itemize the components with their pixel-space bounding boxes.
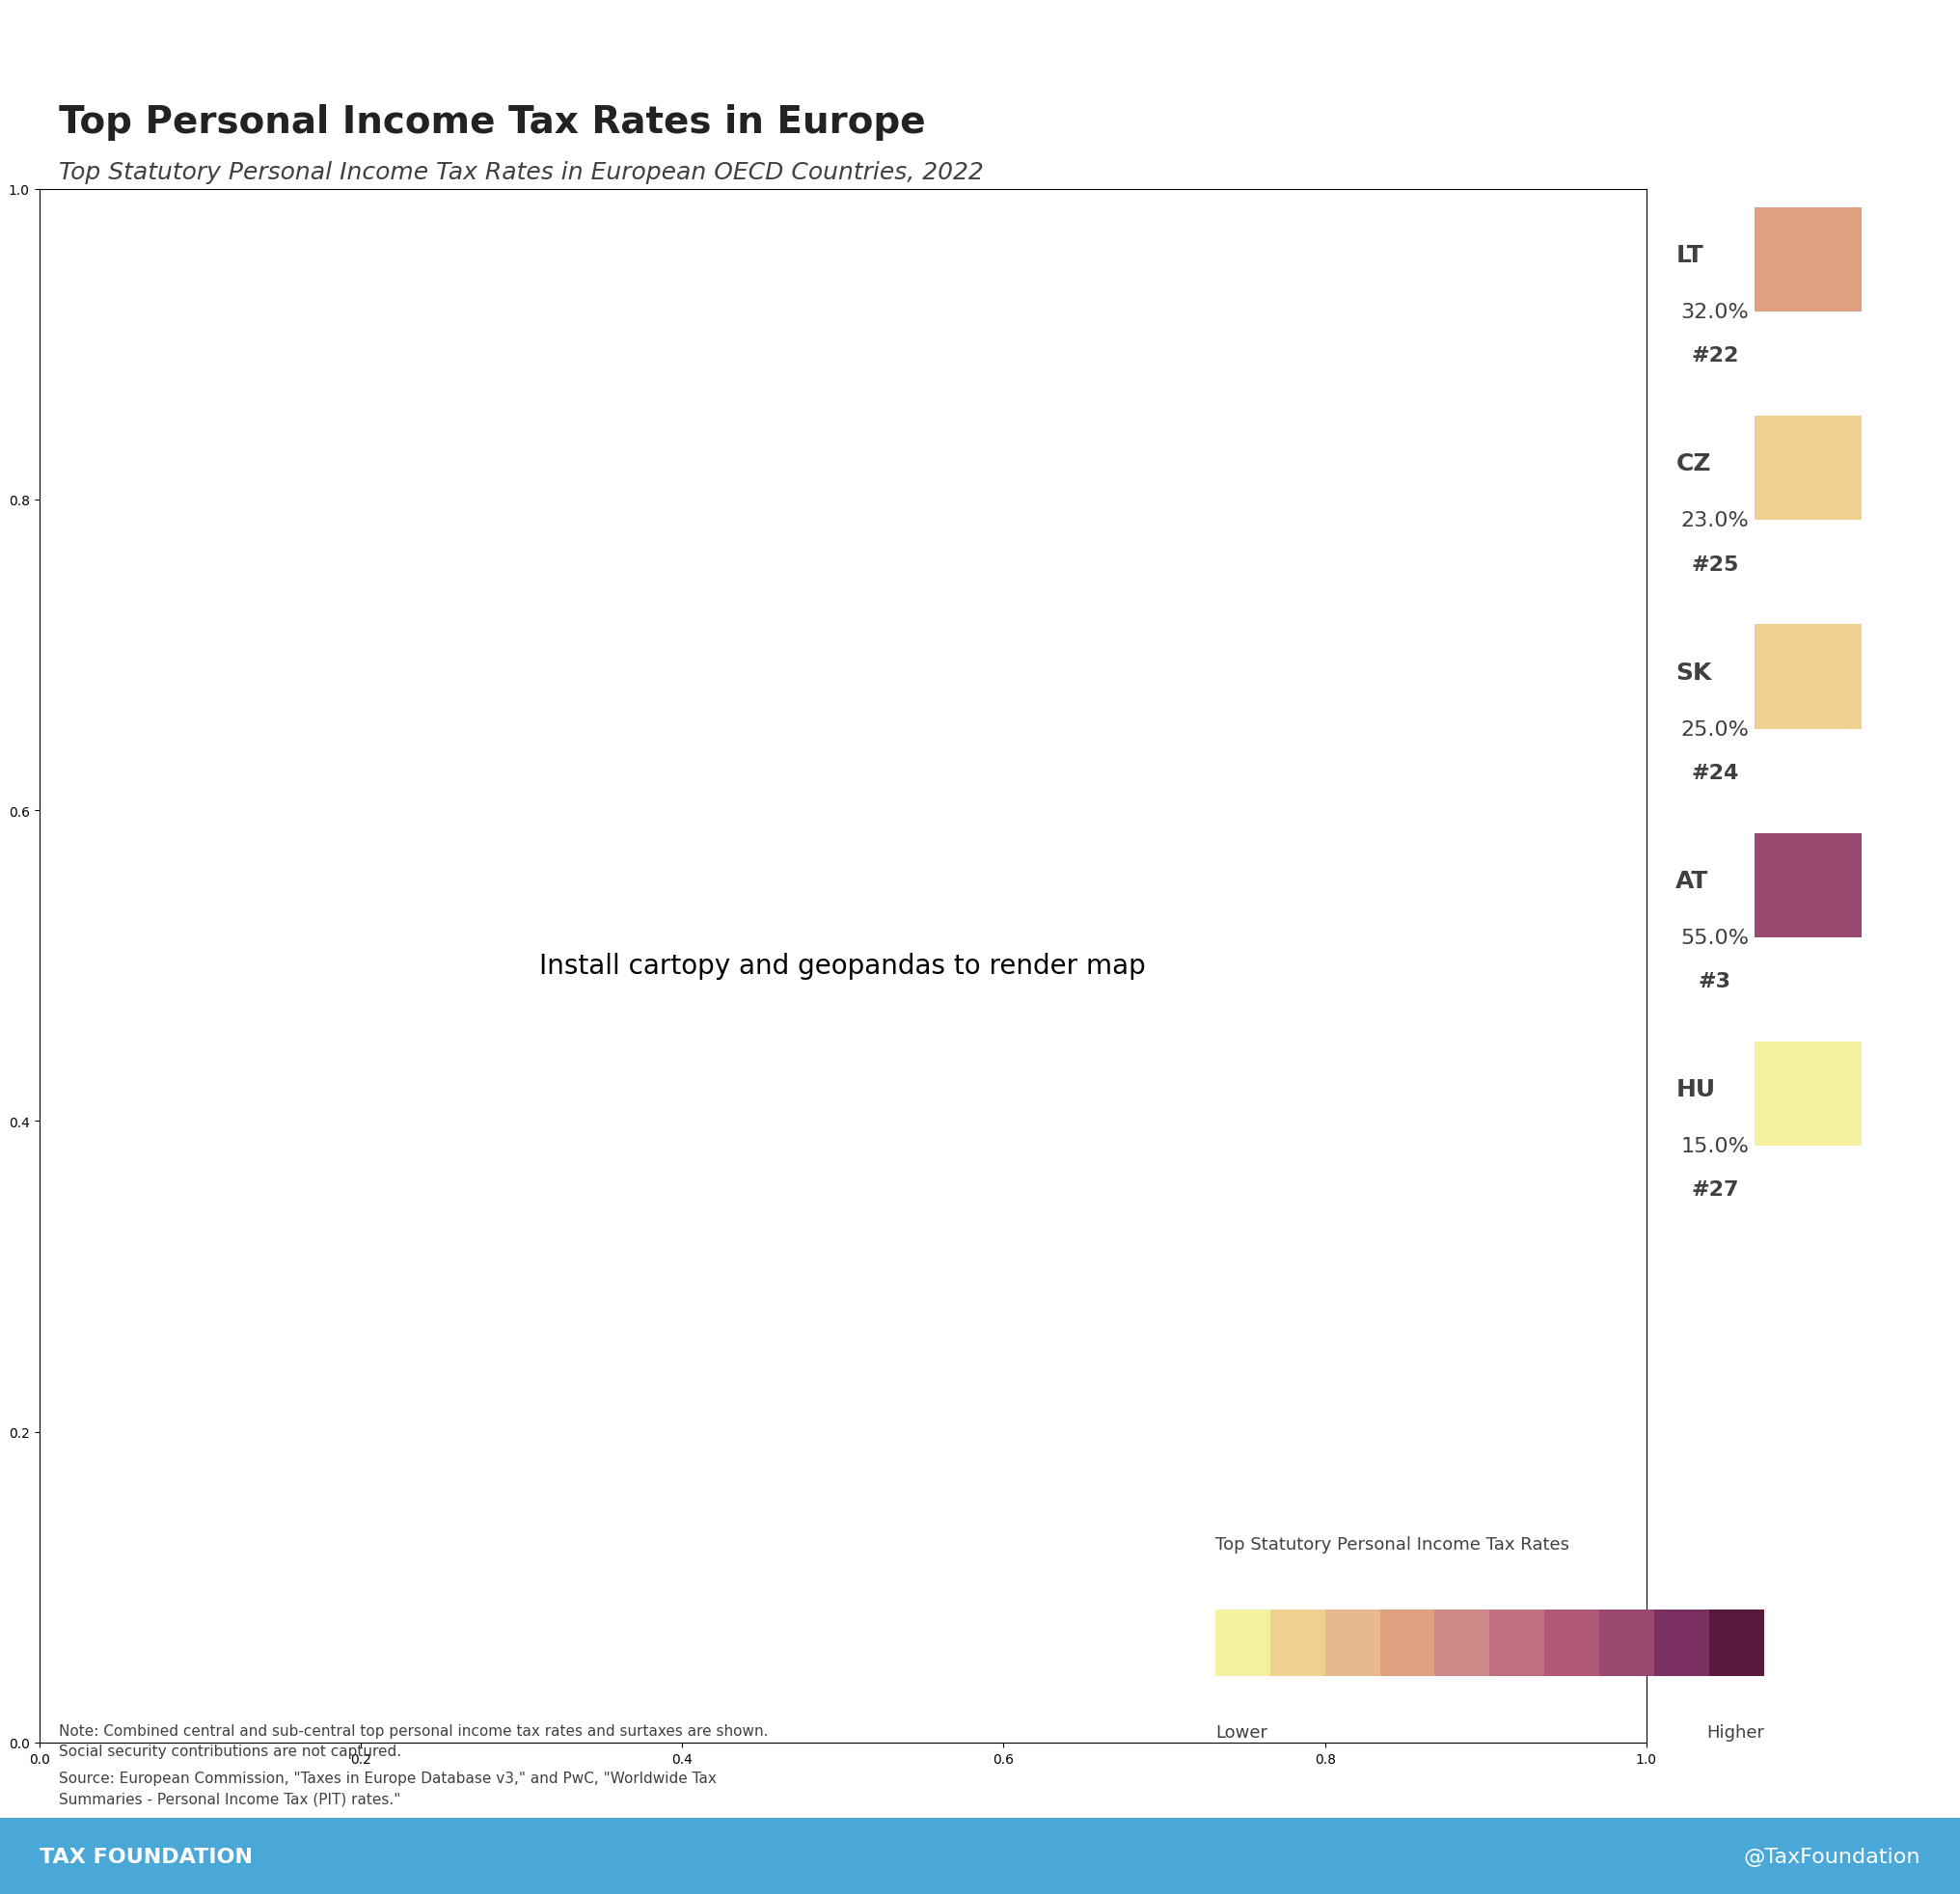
Text: #27: #27: [1691, 1180, 1739, 1199]
Text: Lower: Lower: [1215, 1724, 1268, 1741]
Text: 25.0%: 25.0%: [1682, 720, 1748, 739]
Text: 15.0%: 15.0%: [1682, 1136, 1748, 1155]
Text: Install cartopy and geopandas to render map: Install cartopy and geopandas to render …: [539, 953, 1147, 979]
Text: #22: #22: [1691, 347, 1739, 366]
Text: @TaxFoundation: @TaxFoundation: [1744, 1847, 1921, 1866]
Text: 23.0%: 23.0%: [1682, 511, 1748, 530]
Text: Note: Combined central and sub-central top personal income tax rates and surtaxe: Note: Combined central and sub-central t…: [59, 1724, 768, 1758]
Text: Higher: Higher: [1705, 1724, 1764, 1741]
Text: CZ: CZ: [1676, 453, 1711, 475]
Text: SK: SK: [1676, 661, 1711, 684]
Text: Source: European Commission, "Taxes in Europe Database v3," and PwC, "Worldwide : Source: European Commission, "Taxes in E…: [59, 1771, 717, 1805]
Text: TAX FOUNDATION: TAX FOUNDATION: [39, 1847, 253, 1866]
Text: Top Statutory Personal Income Tax Rates in European OECD Countries, 2022: Top Statutory Personal Income Tax Rates …: [59, 161, 984, 184]
Text: Top Personal Income Tax Rates in Europe: Top Personal Income Tax Rates in Europe: [59, 104, 925, 140]
Text: Top Statutory Personal Income Tax Rates: Top Statutory Personal Income Tax Rates: [1215, 1536, 1570, 1553]
Text: 32.0%: 32.0%: [1682, 303, 1748, 322]
Text: AT: AT: [1676, 869, 1709, 892]
Text: #25: #25: [1691, 555, 1739, 574]
Text: HU: HU: [1676, 1078, 1715, 1100]
Text: 55.0%: 55.0%: [1682, 928, 1748, 947]
Text: #24: #24: [1691, 763, 1739, 782]
Text: LT: LT: [1676, 244, 1703, 267]
Text: #3: #3: [1699, 972, 1731, 991]
